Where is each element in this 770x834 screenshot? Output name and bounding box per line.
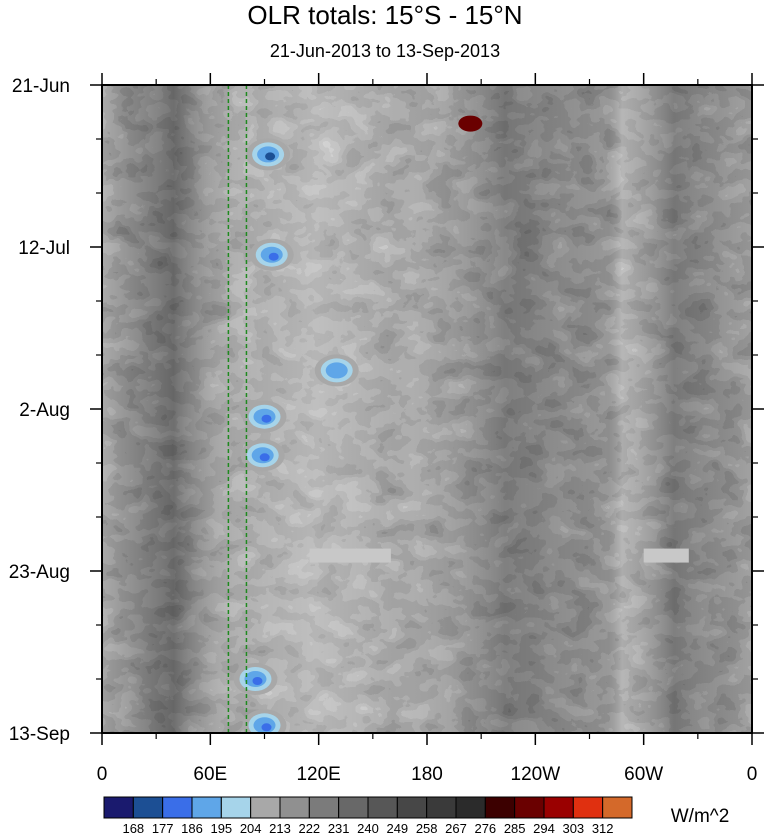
y-tick-label: 13-Sep xyxy=(9,724,70,745)
olr-features xyxy=(227,85,689,733)
colorbar-swatch xyxy=(396,796,428,819)
colorbar-label: 258 xyxy=(416,821,438,834)
colorbar-swatch xyxy=(367,796,398,819)
convective-feature xyxy=(233,663,278,695)
convective-feature xyxy=(314,354,359,387)
olr-field xyxy=(102,85,752,733)
x-tick-label: 60E xyxy=(193,764,227,785)
colorbar-label: 249 xyxy=(386,821,408,834)
colorbar-label: 312 xyxy=(592,821,614,834)
colorbar: 168 177 186 195 204 213 222 231 240 249 258 267 276 2… xyxy=(103,796,730,834)
colorbar-swatch xyxy=(338,796,369,819)
colorbar-swatch xyxy=(308,796,340,819)
colorbar-swatch xyxy=(426,796,457,819)
colorbar-label: 285 xyxy=(504,821,526,834)
colorbar-swatch xyxy=(279,796,310,819)
y-tick-label: 21-Jun xyxy=(12,76,70,97)
colorbar-swatch xyxy=(543,796,574,819)
colorbar-swatch xyxy=(162,796,193,819)
colorbar-swatch xyxy=(514,796,545,819)
plot-axes: 0 60E 120E 180 120W 60W 0 21-Jun 12-Jul 2-Aug 23-A… xyxy=(9,73,764,785)
convective-feature xyxy=(249,238,294,271)
missing-data-segment xyxy=(643,548,689,563)
y-tick-label: 2-Aug xyxy=(19,400,70,421)
colorbar-label: 213 xyxy=(269,821,291,834)
convective-feature xyxy=(246,138,291,171)
colorbar-label: 222 xyxy=(298,821,320,834)
x-tick-label: 120W xyxy=(511,764,561,785)
x-tick-label: 0 xyxy=(97,764,108,785)
colorbar-swatch xyxy=(220,796,252,819)
colorbar-swatch xyxy=(455,796,486,819)
y-tick-label: 12-Jul xyxy=(18,238,70,259)
x-tick-label: 180 xyxy=(411,764,443,785)
colorbar-label: 303 xyxy=(562,821,584,834)
colorbar-label: 294 xyxy=(533,821,555,834)
colorbar-label: 204 xyxy=(240,821,262,834)
colorbar-swatch xyxy=(103,796,134,819)
x-tick-label: 60W xyxy=(624,764,663,785)
x-tick-label: 0 xyxy=(747,764,758,785)
warm-feature xyxy=(458,115,483,132)
colorbar-swatch xyxy=(484,796,516,819)
colorbar-label: 231 xyxy=(328,821,350,834)
chart-subtitle: 21-Jun-2013 to 13-Sep-2013 xyxy=(269,41,501,61)
missing-data-segment xyxy=(309,548,391,563)
x-tick-label: 120E xyxy=(296,764,340,785)
chart-title: OLR totals: 15°S - 15°N xyxy=(247,0,523,30)
colorbar-label: 177 xyxy=(152,821,174,834)
convective-feature xyxy=(240,439,285,472)
colorbar-label: 186 xyxy=(181,821,203,834)
convective-feature xyxy=(242,709,287,733)
colorbar-swatch xyxy=(132,796,164,819)
colorbar-label: 168 xyxy=(122,821,144,834)
colorbar-label: 240 xyxy=(357,821,379,834)
colorbar-swatch xyxy=(250,796,281,819)
field-longitude-shading xyxy=(102,85,752,733)
y-tick-label: 23-Aug xyxy=(9,562,70,583)
convective-feature xyxy=(242,400,287,433)
colorbar-label: 267 xyxy=(445,821,467,834)
colorbar-swatch xyxy=(191,796,222,819)
colorbar-swatch xyxy=(572,796,604,819)
colorbar-units: W/m^2 xyxy=(671,806,730,827)
colorbar-label: 276 xyxy=(474,821,496,834)
colorbar-swatch xyxy=(602,796,633,819)
colorbar-label: 195 xyxy=(210,821,232,834)
